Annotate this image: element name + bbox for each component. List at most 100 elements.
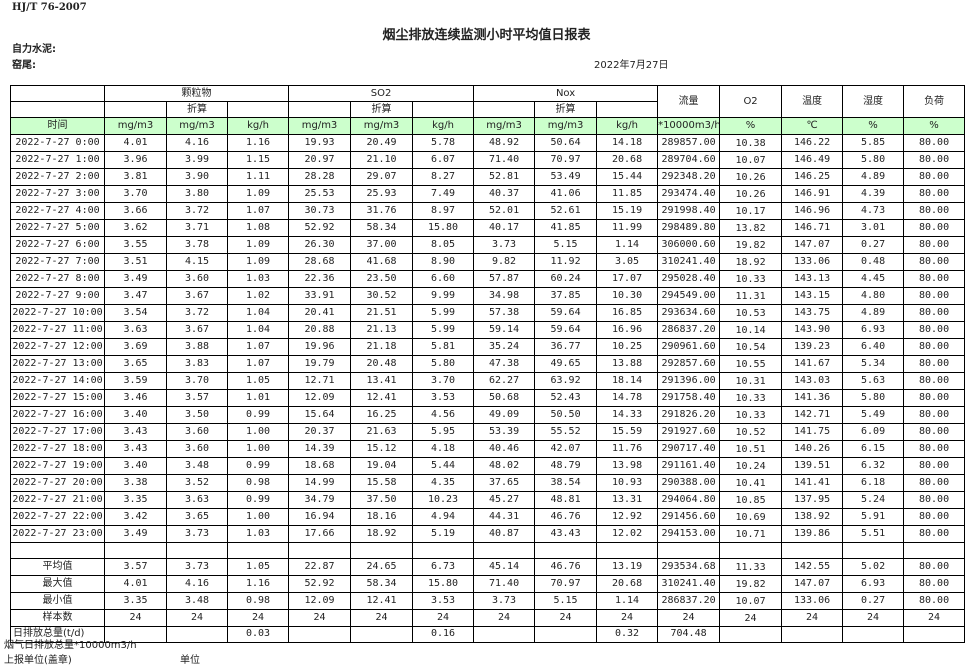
cell-pm: 3.63	[104, 320, 167, 339]
cell-nox-kgh: 15.19	[596, 201, 659, 220]
cell-temp: 139.86	[781, 524, 844, 543]
cell-pm-conv: 3.72	[166, 303, 228, 322]
cell-pm: 4.01	[104, 133, 167, 152]
cell-empty	[350, 541, 414, 559]
cell-load: 80.00	[903, 371, 966, 390]
cell-time: 2022-7-27 18:00	[10, 439, 105, 458]
cell-nox: 40.17	[473, 218, 536, 237]
table-row: 2022-7-27 2:00 3.81 3.90 1.11 28.28 29.07 8.27…	[10, 167, 966, 186]
cell-o2: 10.69	[719, 507, 783, 526]
cell-nox-conv: 59.64	[534, 320, 598, 339]
cell-humidity: 4.80	[842, 286, 905, 305]
header-empty	[10, 84, 105, 103]
cell-so2-kgh: 9.99	[412, 286, 475, 305]
header-units-row: 时间 mg/m3 mg/m3 kg/h mg/m3 mg/m3 kg/h mg/m3 mg/m3…	[10, 117, 966, 135]
cell-flow: 290388.00	[657, 473, 721, 492]
cell-flow: 293474.40	[657, 184, 721, 203]
summary-row: 最小值 3.35 3.48 0.98 12.09 12.41 3.53 3.73 5.15 1.1…	[10, 591, 966, 610]
cell-so2-kgh: 8.97	[412, 201, 475, 220]
cell-load: 80.00	[903, 388, 966, 407]
cell-nox-kgh: 1.14	[596, 591, 659, 610]
cell-time: 2022-7-27 0:00	[10, 133, 105, 152]
cell-pm-conv: 3.48	[166, 591, 228, 610]
cell-flow: 704.48	[657, 625, 721, 643]
cell-pm: 3.40	[104, 456, 167, 475]
cell-nox-kgh: 18.14	[596, 371, 659, 390]
cell-nox-conv: 41.85	[534, 218, 598, 237]
cell-temp: 133.06	[781, 252, 844, 271]
cell-time: 2022-7-27 3:00	[10, 184, 105, 203]
cell-so2-kgh: 8.27	[412, 167, 475, 186]
header-nox: Nox	[473, 84, 659, 103]
cell-time: 2022-7-27 8:00	[10, 269, 105, 288]
cell-temp: 24	[781, 608, 844, 627]
cell-nox: 40.87	[473, 524, 536, 543]
table-row: 2022-7-27 9:00 3.47 3.67 1.02 33.91 30.52 9.99…	[10, 286, 966, 305]
cell-pm-kgh: 24	[226, 608, 290, 627]
cell-empty	[781, 541, 844, 559]
cell-pm: 3.38	[104, 473, 167, 492]
cell-flow: 298489.80	[657, 218, 721, 237]
cell-so2-kgh: 0.16	[412, 625, 475, 643]
cell-nox-conv: 42.07	[534, 439, 598, 458]
cell-nox: 62.27	[473, 371, 536, 390]
cell-nox-conv: 5.15	[534, 591, 598, 610]
cell-pm: 3.40	[104, 405, 167, 424]
cell-pm: 3.46	[104, 388, 167, 407]
cell-nox-conv: 55.52	[534, 422, 598, 441]
cell-load: 80.00	[903, 337, 966, 356]
cell-nox-conv: 70.97	[534, 150, 598, 169]
cell-nox-kgh: 14.33	[596, 405, 659, 424]
cell-flow: 310241.40	[657, 574, 721, 593]
cell-nox-conv: 41.06	[534, 184, 598, 203]
cell-load: 80.00	[903, 133, 966, 152]
cell-humidity	[842, 625, 905, 643]
cell-nox-kgh: 12.92	[596, 507, 659, 526]
cell-temp: 143.03	[781, 371, 844, 390]
cell-load: 80.00	[903, 405, 966, 424]
cell-so2-kgh: 6.60	[412, 269, 475, 288]
table-row: 2022-7-27 21:00 3.35 3.63 0.99 34.79 37.50 10.…	[10, 490, 966, 509]
summary-row: 最大值 4.01 4.16 1.16 52.92 58.34 15.80 71.40 70.97…	[10, 574, 966, 593]
cell-nox: 45.14	[473, 557, 536, 576]
header-converted: 折算	[534, 101, 598, 119]
cell-so2: 19.96	[288, 337, 352, 356]
header-empty	[288, 101, 352, 119]
cell-pm-kgh: 1.00	[226, 439, 290, 458]
cell-pm: 24	[104, 608, 167, 627]
cell-so2-conv: 16.25	[350, 405, 414, 424]
cell-humidity: 6.32	[842, 456, 905, 475]
cell-nox: 24	[473, 608, 536, 627]
cell-time: 2022-7-27 10:00	[10, 303, 105, 322]
cell-nox-conv: 46.76	[534, 557, 598, 576]
cell-pm-conv: 3.80	[166, 184, 228, 203]
cell-flow: 306000.60	[657, 235, 721, 254]
cell-empty	[166, 541, 228, 559]
cell-humidity: 0.27	[842, 235, 905, 254]
cell-humidity: 0.48	[842, 252, 905, 271]
cell-pm-conv: 3.65	[166, 507, 228, 526]
header-row-groups: 颗粒物 SO2 Nox 流量 O2 温度 湿度 负荷	[10, 84, 966, 119]
cell-nox-conv: 63.92	[534, 371, 598, 390]
cell-o2: 11.31	[719, 286, 783, 305]
cell-nox-kgh: 1.14	[596, 235, 659, 254]
cell-humidity: 4.45	[842, 269, 905, 288]
cell-flow: 289704.60	[657, 150, 721, 169]
cell-pm-kgh: 0.99	[226, 456, 290, 475]
cell-o2: 10.24	[719, 456, 783, 475]
cell-pm-kgh: 1.08	[226, 218, 290, 237]
cell-flow: 292348.20	[657, 167, 721, 186]
cell-pm-conv: 3.67	[166, 286, 228, 305]
unit-o2: %	[719, 117, 783, 135]
cell-load: 80.00	[903, 201, 966, 220]
summary-row: 日排放总量(t/d) 0.03 0.16 0.32 704.48	[10, 625, 966, 643]
cell-time: 2022-7-27 21:00	[10, 490, 105, 509]
cell-pm: 3.49	[104, 524, 167, 543]
cell-load: 80.00	[903, 591, 966, 610]
cell-o2: 10.85	[719, 490, 783, 509]
cell-flow: 295028.40	[657, 269, 721, 288]
cell-humidity: 0.27	[842, 591, 905, 610]
cell-nox-conv: 70.97	[534, 574, 598, 593]
cell-so2: 20.37	[288, 422, 352, 441]
cell-load: 24	[903, 608, 966, 627]
